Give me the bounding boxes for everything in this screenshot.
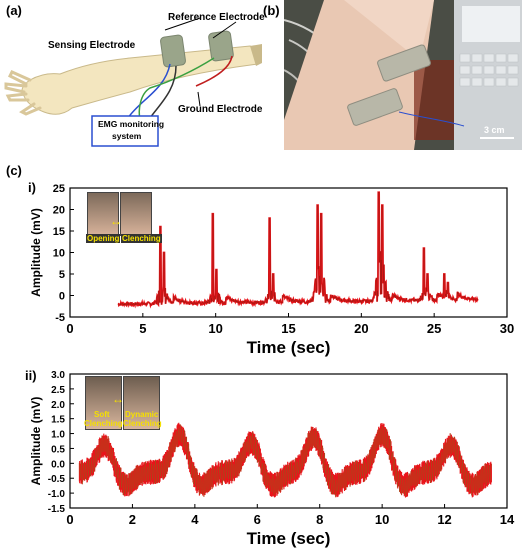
chart-emg-soft-dynamic-clenching: 0 2 4 6 8 10 12 14 -1.5 -1.0 -0.5 0.0 0.5 1.0 1.5 2.0 2.… xyxy=(29,370,515,548)
y-tick-label: 0.0 xyxy=(51,459,65,470)
y-tick-label: -1.0 xyxy=(48,489,66,500)
wire-dark xyxy=(149,65,177,119)
y-tick-label: 5 xyxy=(59,269,65,281)
subpanel-label-i: i) xyxy=(28,180,36,195)
wire-blue xyxy=(127,63,171,119)
inset-ii-arrow: ↔ xyxy=(112,392,124,406)
ground-electrode-label: Ground Electrode xyxy=(178,104,263,115)
inset-clenching-label: Clenching xyxy=(121,234,162,243)
inset-opening-photo xyxy=(87,192,119,236)
y-tick-label: 25 xyxy=(53,183,65,195)
plot-frame xyxy=(69,373,508,509)
inset-dynamic-clenching-photo xyxy=(123,376,160,430)
arm-diagram xyxy=(4,17,262,147)
emg-series-i-core xyxy=(117,192,479,307)
panel-label-c: (c) xyxy=(6,163,22,178)
y-axis-label: Amplitude (mV) xyxy=(29,397,43,486)
arm-cuff xyxy=(250,44,262,66)
emg-series-ii-core xyxy=(79,424,492,498)
x-tick-label: 0 xyxy=(66,321,73,336)
y-tick-label: 0 xyxy=(59,291,65,303)
emg-box-line2: system xyxy=(112,131,142,141)
y-tick-label: 0.5 xyxy=(51,444,65,455)
hand-fingers xyxy=(4,70,42,116)
emg-series-ii xyxy=(78,422,492,498)
inset-clenching-photo xyxy=(120,192,152,236)
x-tick-label: 10 xyxy=(208,321,222,336)
inset-i-arrow: ↔ xyxy=(110,214,122,228)
y-axis-label: Amplitude (mV) xyxy=(29,208,43,297)
x-tick-label: 10 xyxy=(375,512,389,527)
inset-soft-clenching-photo xyxy=(85,376,122,430)
emg-series-i xyxy=(117,191,479,309)
sensing-electrode-label: Sensing Electrode xyxy=(48,40,136,51)
inset-dynamic-label-2: Clenching xyxy=(123,419,162,428)
y-tick-label: -1.5 xyxy=(48,504,66,515)
emg-system-box xyxy=(91,115,159,147)
y-tick-label: 15 xyxy=(53,226,65,238)
inset-soft-label-2: Clenching xyxy=(84,419,123,428)
wire-red xyxy=(195,55,233,87)
x-tick-label: 14 xyxy=(500,512,515,527)
y-tick-label: -0.5 xyxy=(48,474,66,485)
y-tick-label: 2.5 xyxy=(51,385,65,396)
reference-electrode-label: Reference Electrode xyxy=(168,12,265,23)
y-tick-label: 3.0 xyxy=(51,370,65,381)
y-tick-label: 20 xyxy=(53,205,65,217)
reference-electrode-pad xyxy=(208,30,234,62)
x-axis-label: Time (sec) xyxy=(247,529,331,548)
scale-bar-label: 3 cm xyxy=(484,125,505,135)
x-tick-label: 0 xyxy=(66,512,73,527)
emg-box-line1: EMG monitoring xyxy=(98,119,165,129)
subpanel-label-ii: ii) xyxy=(25,368,37,383)
wire-green xyxy=(138,57,215,121)
y-tick-label: 1.0 xyxy=(51,430,65,441)
x-tick-label: 6 xyxy=(254,512,261,527)
x-tick-label: 12 xyxy=(437,512,451,527)
x-tick-label: 30 xyxy=(500,321,514,336)
y-tick-label: 1.5 xyxy=(51,415,65,426)
panel-label-b: (b) xyxy=(263,3,280,18)
electrode-photo: 3 cm xyxy=(284,0,522,150)
x-tick-label: 2 xyxy=(129,512,136,527)
panel-label-a: (a) xyxy=(6,3,22,18)
x-axis-label: Time (sec) xyxy=(247,338,331,357)
y-tick-label: 10 xyxy=(53,248,65,260)
sensing-electrode-pad xyxy=(160,34,186,68)
x-tick-label: 15 xyxy=(281,321,295,336)
inset-dynamic-label-1: Dynamic xyxy=(125,410,159,419)
x-tick-label: 25 xyxy=(427,321,441,336)
inset-soft-label-1: Soft xyxy=(94,410,110,419)
x-tick-label: 4 xyxy=(191,512,199,527)
x-tick-label: 8 xyxy=(316,512,323,527)
x-tick-label: 20 xyxy=(354,321,368,336)
inset-opening-label: Opening xyxy=(86,234,121,243)
y-tick-label: -5 xyxy=(55,312,65,324)
x-tick-label: 5 xyxy=(139,321,146,336)
y-tick-label: 2.0 xyxy=(51,400,65,411)
